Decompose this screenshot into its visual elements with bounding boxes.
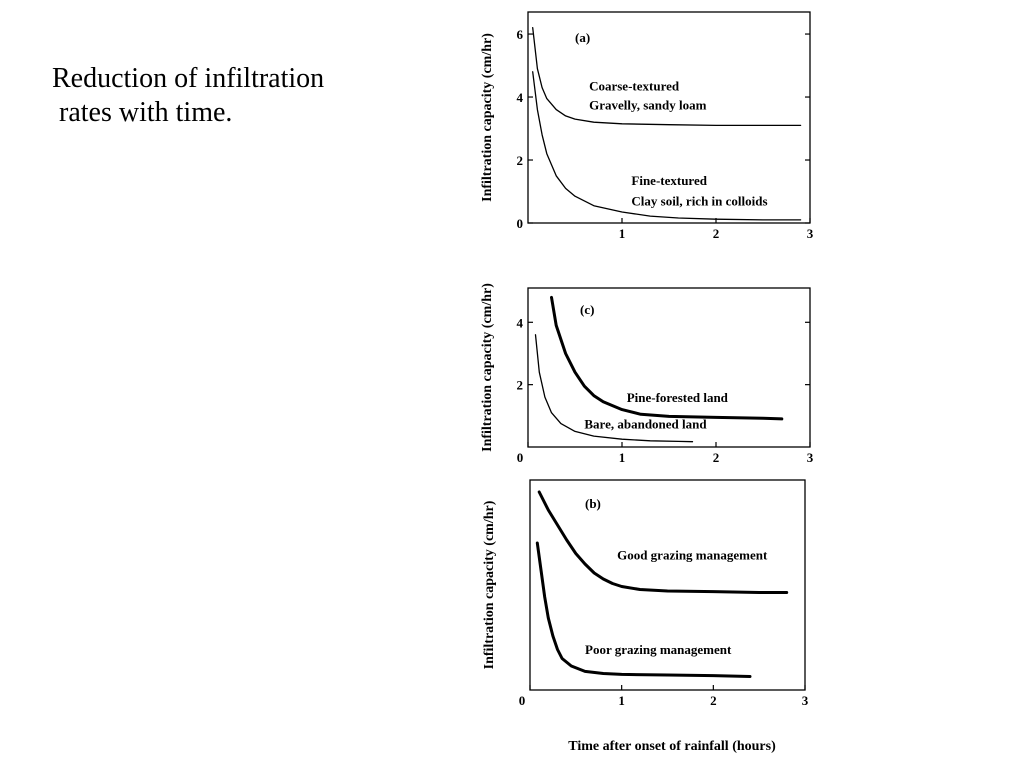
series-line-a-0 [532,27,802,127]
x-tick-label-b: 3 [802,693,809,708]
x-tick-label-b: 2 [710,693,717,708]
series-line-c-1 [534,334,694,443]
panel-label-a: (a) [575,30,590,45]
y-tick-label-a: 4 [517,90,524,105]
x-tick-label-c: 0 [517,450,524,465]
y-tick-label-a: 6 [517,27,524,42]
annotation-a-1: Gravelly, sandy loam [589,98,707,113]
y-axis-label-a: Infiltration capacity (cm/hr) [480,33,495,202]
panel-label-b: (b) [585,496,601,511]
annotation-b-1: Poor grazing management [585,642,732,657]
y-tick-label-a: 0 [517,216,524,231]
panel-label-c: (c) [580,302,594,317]
x-tick-label-c: 2 [713,450,720,465]
plot-frame-c [527,287,811,448]
annotation-a-0: Coarse-textured [589,79,680,94]
series-line-c-0 [550,295,784,421]
x-tick-label-b: 1 [618,693,625,708]
caption-line-2: rates with time. [59,97,233,128]
chart-panel-c: 0 1 2 3 2 4 Infiltration capacity (cm/hr) (c) Pi… [480,283,814,465]
annotation-c-1: Bare, abandoned land [584,416,707,431]
series-line-b-0 [537,490,789,594]
x-tick-label-c: 1 [619,450,626,465]
plot-frame-a [527,11,811,224]
caption-line-1: Reduction of infiltration [52,63,325,94]
slide-caption: Reduction of infiltration rates with tim… [52,62,324,130]
chart-panel-a: 1 2 3 0 2 4 6 Infiltration capacity (cm/hr) (a) C… [480,11,814,241]
x-tick-label-a: 3 [807,226,814,241]
annotation-c-0: Pine-forested land [627,390,729,405]
x-tick-label-a: 2 [713,226,720,241]
annotation-a-3: Clay soil, rich in colloids [631,194,767,209]
y-tick-label-a: 2 [517,153,524,168]
common-x-axis-label: Time after onset of rainfall (hours) [568,739,776,754]
y-axis-label-b: Infiltration capacity (cm/hr) [482,500,497,669]
x-tick-label-b: 0 [519,693,526,708]
annotation-b-0: Good grazing management [617,548,768,563]
plot-frame-b [529,479,806,691]
y-axis-label-c: Infiltration capacity (cm/hr) [480,283,495,452]
y-tick-label-c: 4 [517,315,524,330]
series-line-b-1 [535,541,752,678]
y-tick-label-c: 2 [517,378,524,393]
annotation-a-2: Fine-textured [631,173,707,188]
x-tick-label-c: 3 [807,450,814,465]
x-tick-label-a: 1 [619,226,626,241]
chart-panel-b: 0 1 2 3 Infiltration capacity (cm/hr) (b) Good… [482,479,809,708]
series-line-a-1 [532,71,802,221]
